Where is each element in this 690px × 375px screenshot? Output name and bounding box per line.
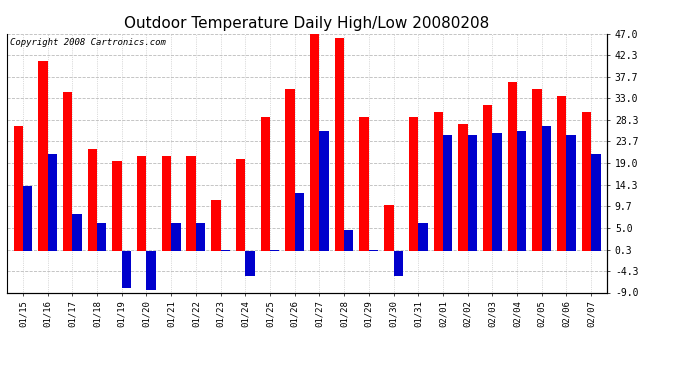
Bar: [161, 156, 171, 251]
Bar: [48, 154, 57, 251]
Text: Copyright 2008 Cartronics.com: Copyright 2008 Cartronics.com: [10, 38, 166, 46]
Bar: [409, 117, 418, 251]
Bar: [384, 205, 393, 251]
Bar: [533, 89, 542, 251]
Bar: [171, 223, 181, 251]
Bar: [146, 251, 156, 290]
Bar: [418, 223, 428, 251]
Bar: [369, 249, 378, 251]
Bar: [245, 251, 255, 276]
Bar: [211, 200, 221, 251]
Bar: [359, 117, 369, 251]
Bar: [517, 131, 526, 251]
Bar: [582, 112, 591, 251]
Bar: [72, 214, 81, 251]
Bar: [285, 89, 295, 251]
Bar: [270, 249, 279, 251]
Bar: [508, 82, 517, 251]
Bar: [236, 159, 245, 251]
Bar: [566, 135, 576, 251]
Bar: [393, 251, 403, 276]
Bar: [468, 135, 477, 251]
Bar: [433, 112, 443, 251]
Bar: [137, 156, 146, 251]
Bar: [112, 161, 121, 251]
Bar: [344, 230, 353, 251]
Bar: [335, 38, 344, 251]
Bar: [14, 126, 23, 251]
Bar: [591, 154, 600, 251]
Bar: [493, 133, 502, 251]
Bar: [458, 124, 468, 251]
Bar: [557, 96, 566, 251]
Bar: [310, 29, 319, 251]
Bar: [295, 193, 304, 251]
Bar: [38, 62, 48, 251]
Bar: [186, 156, 196, 251]
Bar: [63, 92, 72, 251]
Bar: [319, 131, 329, 251]
Bar: [221, 249, 230, 251]
Bar: [121, 251, 131, 288]
Bar: [542, 126, 551, 251]
Title: Outdoor Temperature Daily High/Low 20080208: Outdoor Temperature Daily High/Low 20080…: [124, 16, 490, 31]
Bar: [97, 223, 106, 251]
Bar: [483, 105, 493, 251]
Bar: [88, 149, 97, 251]
Bar: [443, 135, 453, 251]
Bar: [196, 223, 205, 251]
Bar: [23, 186, 32, 251]
Bar: [261, 117, 270, 251]
